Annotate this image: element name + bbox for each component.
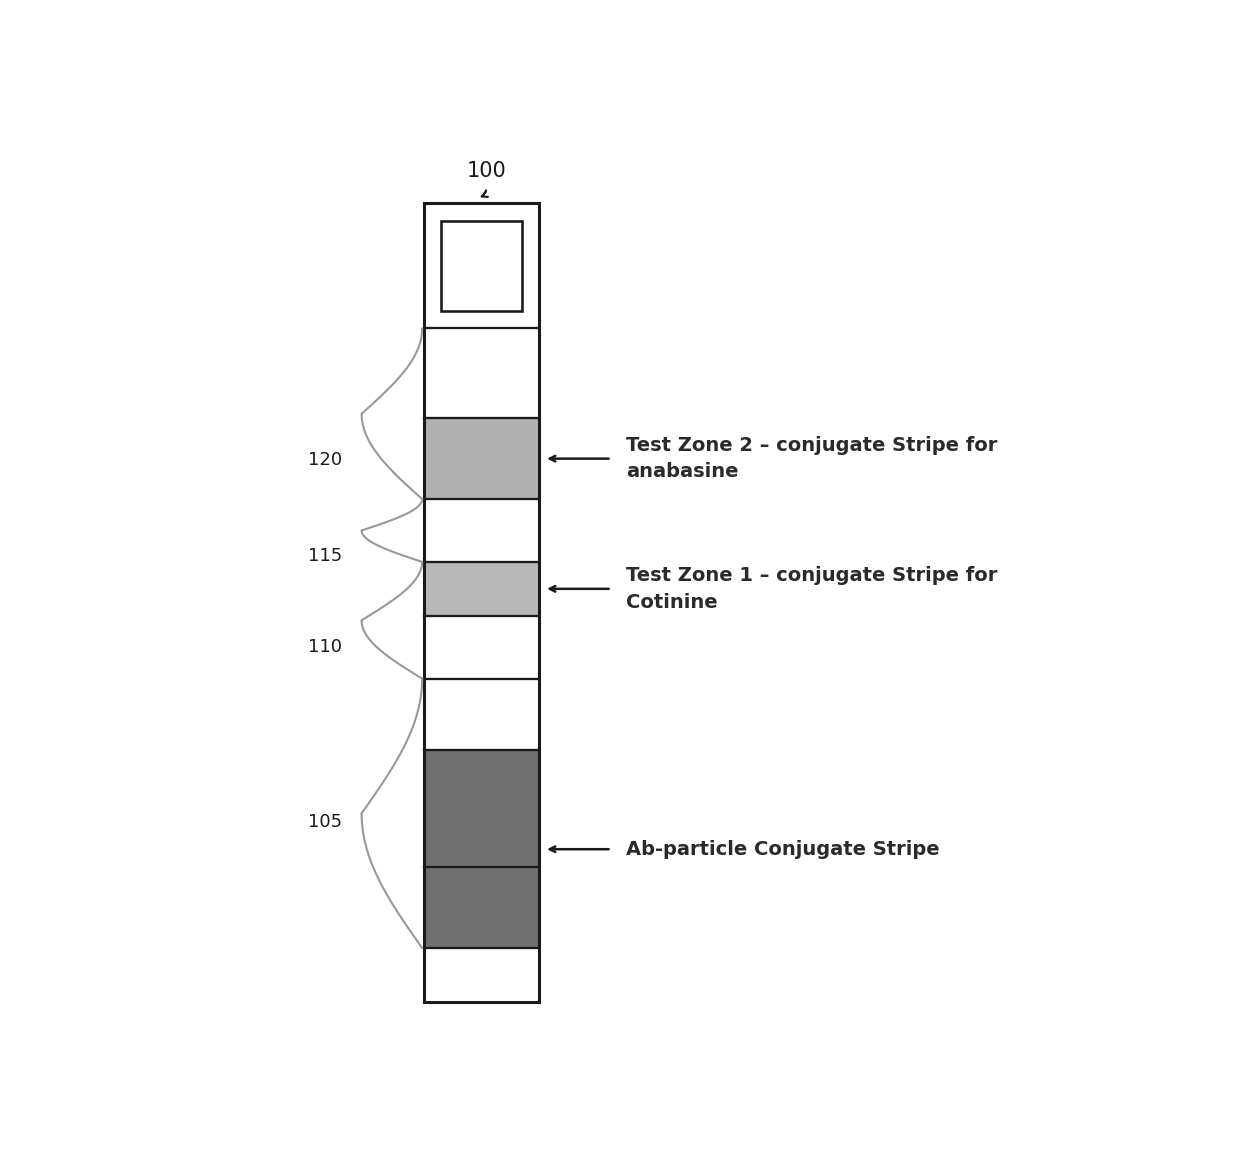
Bar <box>424 751 539 948</box>
Text: Ab-particle Conjugate Stripe: Ab-particle Conjugate Stripe <box>626 840 940 858</box>
Text: 120: 120 <box>309 451 342 470</box>
Bar <box>424 562 539 616</box>
Text: 115: 115 <box>309 547 342 564</box>
Text: 105: 105 <box>309 813 342 831</box>
Bar <box>424 419 539 499</box>
Text: Test Zone 1 – conjugate Stripe for
Cotinine: Test Zone 1 – conjugate Stripe for Cotin… <box>626 566 997 612</box>
Text: Test Zone 2 – conjugate Stripe for
anabasine: Test Zone 2 – conjugate Stripe for anaba… <box>626 436 997 482</box>
Text: 110: 110 <box>309 638 342 656</box>
Text: 100: 100 <box>466 161 506 182</box>
Bar <box>424 203 539 1002</box>
Bar <box>441 220 522 310</box>
